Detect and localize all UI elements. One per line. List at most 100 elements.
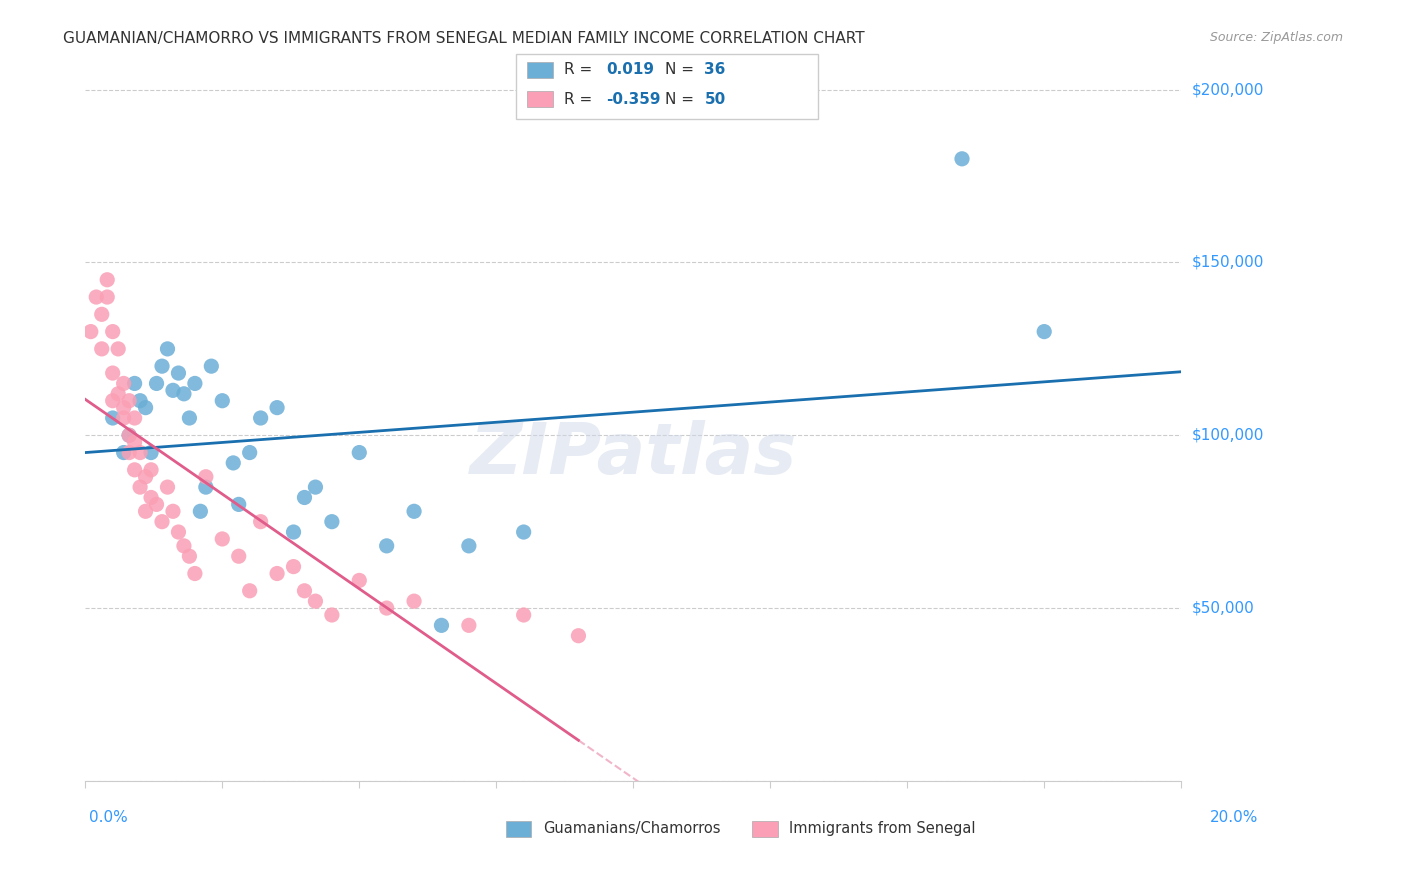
Point [162, 504, 184, 518]
Point [124, 435, 146, 450]
Point [239, 445, 262, 459]
Text: $150,000: $150,000 [1192, 255, 1264, 270]
Point [124, 411, 146, 425]
Point [84, 290, 107, 304]
Point [249, 515, 271, 529]
Point [512, 607, 534, 622]
Point [145, 497, 167, 511]
Point [304, 480, 326, 494]
Point [101, 325, 124, 339]
Point [112, 376, 135, 391]
Point [90, 307, 112, 321]
Point [112, 445, 135, 459]
Text: Source: ZipAtlas.com: Source: ZipAtlas.com [1209, 31, 1343, 45]
Point [211, 393, 233, 408]
Point [167, 366, 190, 380]
Point [457, 618, 479, 632]
Point [283, 524, 305, 539]
Point [567, 629, 589, 643]
Point [139, 491, 162, 505]
Point [135, 504, 157, 518]
Point [167, 524, 190, 539]
Text: 36: 36 [704, 62, 725, 77]
Point [101, 393, 124, 408]
Point [112, 411, 135, 425]
Text: N =: N = [665, 92, 699, 106]
Point [173, 539, 195, 553]
Point [118, 428, 141, 442]
Text: $100,000: $100,000 [1192, 428, 1264, 442]
Point [96, 290, 118, 304]
Point [101, 366, 124, 380]
Point [200, 359, 222, 373]
Point [294, 583, 316, 598]
Point [349, 445, 371, 459]
Point [156, 342, 179, 356]
Point [349, 574, 371, 588]
Point [228, 549, 250, 564]
Point [1033, 325, 1056, 339]
Point [179, 411, 201, 425]
Point [194, 480, 217, 494]
Point [80, 325, 103, 339]
Point [321, 515, 343, 529]
Text: 0.019: 0.019 [606, 62, 654, 77]
Point [145, 376, 167, 391]
Point [150, 359, 173, 373]
Point [135, 469, 157, 483]
Point [107, 386, 129, 401]
Point [107, 342, 129, 356]
Point [184, 566, 207, 581]
Point [184, 376, 207, 391]
Point [139, 445, 162, 459]
Point [239, 583, 262, 598]
Text: 20.0%: 20.0% [1211, 811, 1258, 825]
Point [304, 594, 326, 608]
Point [211, 532, 233, 546]
Text: 50: 50 [704, 92, 725, 106]
Text: GUAMANIAN/CHAMORRO VS IMMIGRANTS FROM SENEGAL MEDIAN FAMILY INCOME CORRELATION C: GUAMANIAN/CHAMORRO VS IMMIGRANTS FROM SE… [63, 31, 865, 46]
Point [129, 480, 152, 494]
Point [96, 273, 118, 287]
Text: ZIPatlas: ZIPatlas [470, 420, 797, 489]
Point [118, 445, 141, 459]
Point [228, 497, 250, 511]
Point [150, 515, 173, 529]
Text: 0.0%: 0.0% [89, 811, 128, 825]
Text: R =: R = [564, 62, 598, 77]
Point [101, 411, 124, 425]
Point [173, 386, 195, 401]
Point [321, 607, 343, 622]
Point [118, 428, 141, 442]
Point [162, 384, 184, 398]
Point [294, 491, 316, 505]
Point [266, 566, 288, 581]
Text: Immigrants from Senegal: Immigrants from Senegal [789, 822, 976, 836]
Point [402, 594, 425, 608]
Point [124, 376, 146, 391]
Point [222, 456, 245, 470]
Point [90, 342, 112, 356]
Text: -0.359: -0.359 [606, 92, 661, 106]
Text: $200,000: $200,000 [1192, 82, 1264, 97]
Point [430, 618, 453, 632]
Point [283, 559, 305, 574]
Text: N =: N = [665, 62, 699, 77]
Point [139, 463, 162, 477]
Text: $50,000: $50,000 [1192, 600, 1256, 615]
Point [190, 504, 212, 518]
Point [512, 524, 534, 539]
Point [950, 152, 973, 166]
Point [129, 445, 152, 459]
Point [375, 539, 398, 553]
Point [129, 393, 152, 408]
Point [156, 480, 179, 494]
Point [194, 469, 217, 483]
Point [135, 401, 157, 415]
Text: R =: R = [564, 92, 598, 106]
Text: Guamanians/Chamorros: Guamanians/Chamorros [543, 822, 720, 836]
Point [179, 549, 201, 564]
Point [266, 401, 288, 415]
Point [457, 539, 479, 553]
Point [112, 401, 135, 415]
